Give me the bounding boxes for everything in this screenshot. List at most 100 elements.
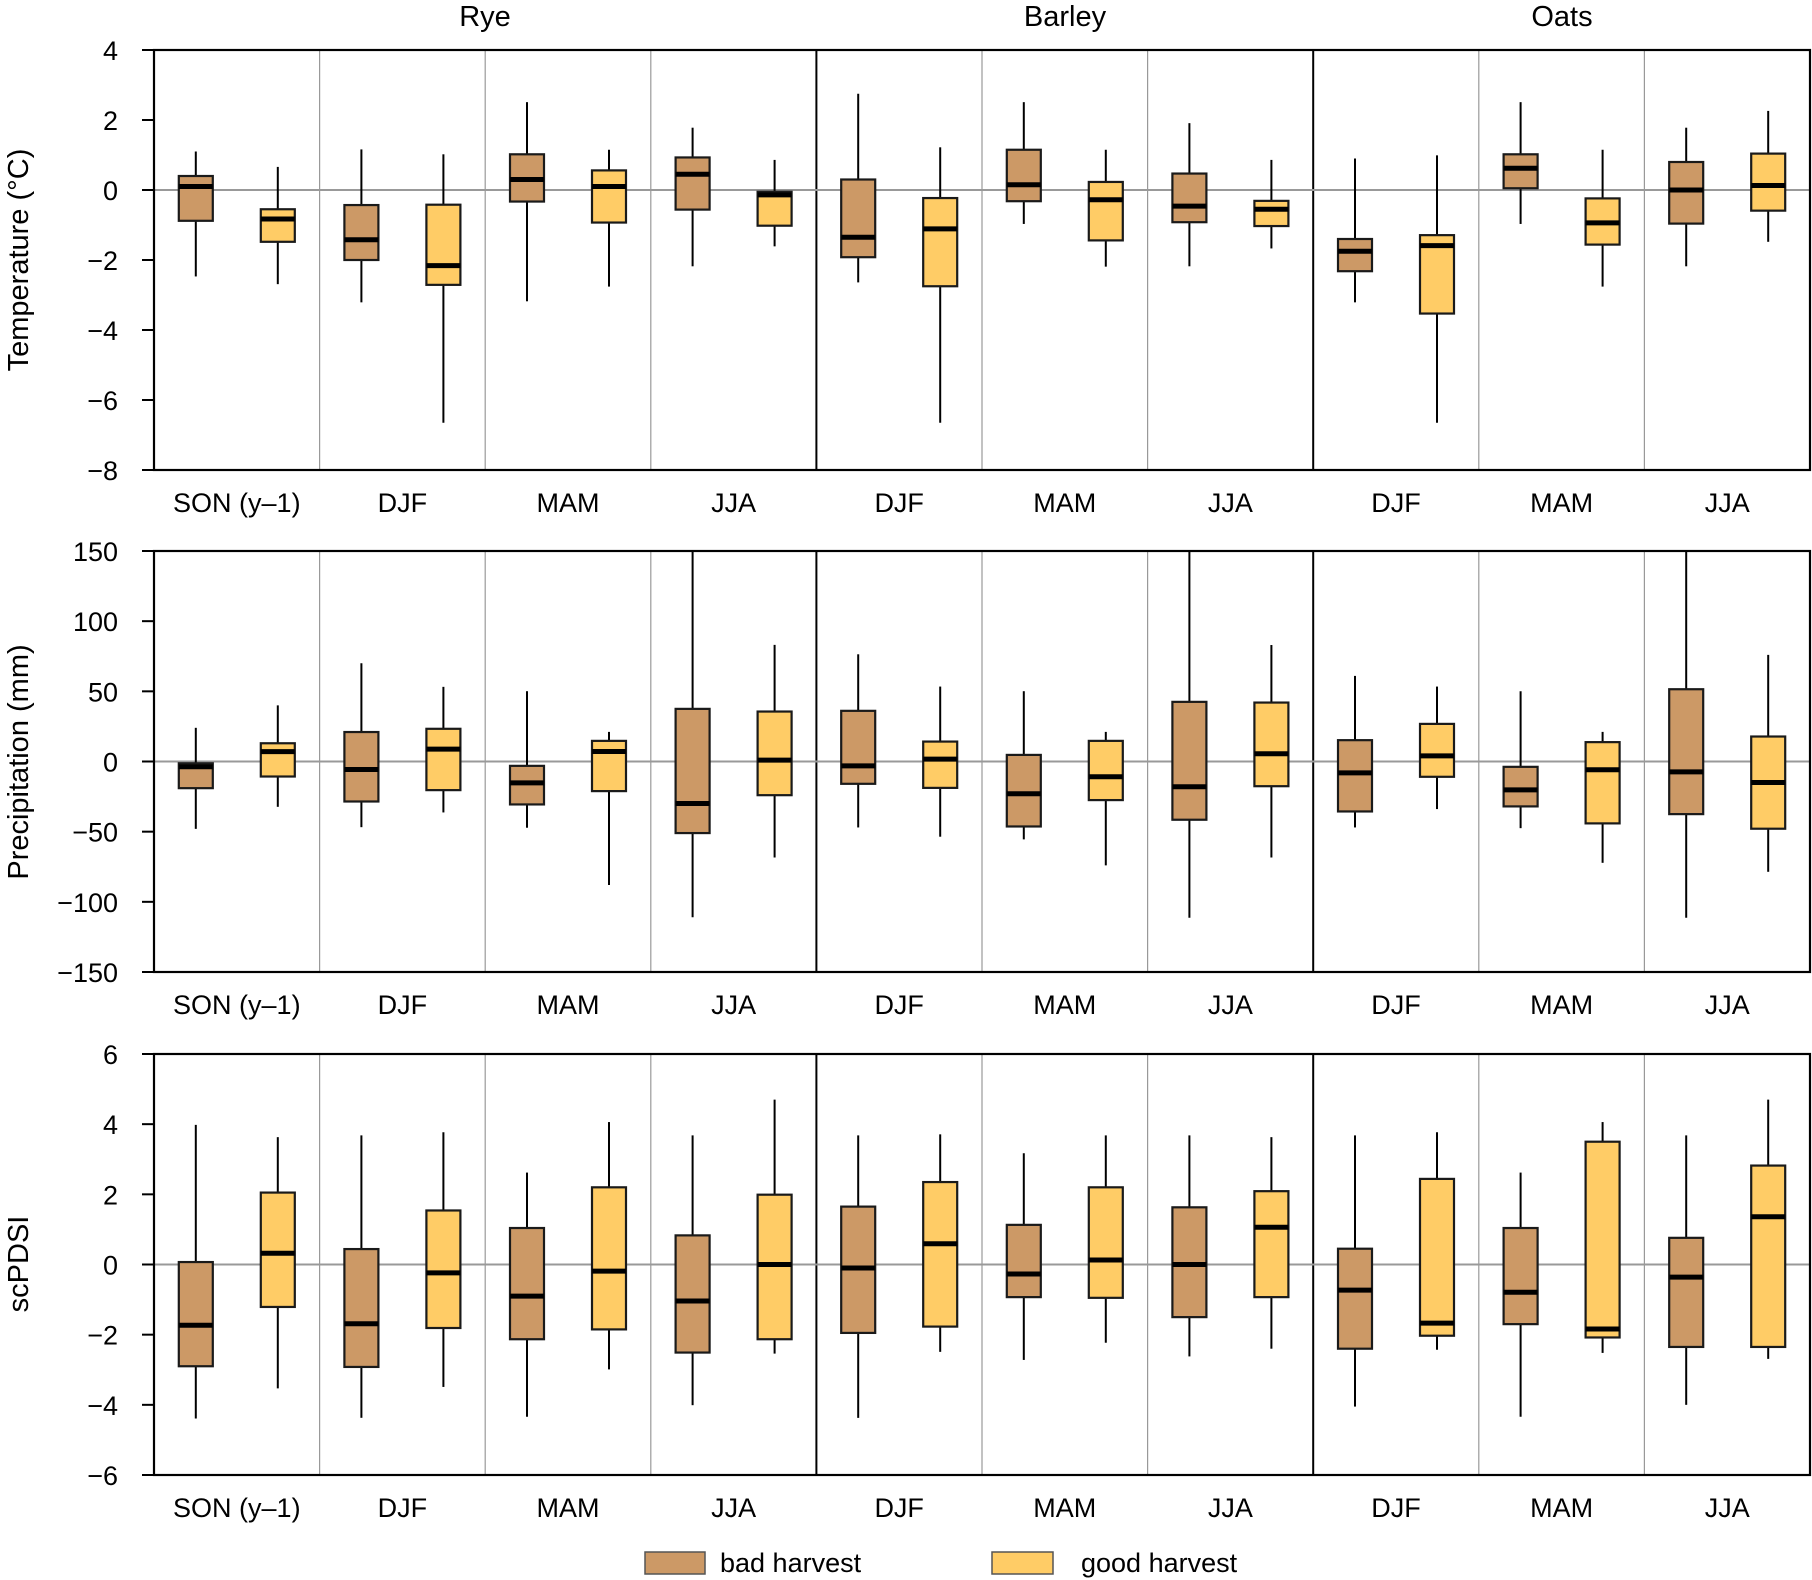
legend-label-good-harvest: good harvest <box>1081 1548 1238 1578</box>
x-category-label: DJF <box>378 488 428 518</box>
iqr-box <box>1418 1177 1456 1337</box>
good-harvest-box <box>922 686 959 837</box>
iqr-box <box>590 1186 628 1331</box>
y-tick-label: −4 <box>87 316 118 346</box>
good-harvest-box <box>1087 731 1124 866</box>
bad-harvest-box <box>177 727 214 829</box>
good-harvest-box <box>259 705 296 807</box>
iqr-box <box>674 156 711 211</box>
good-harvest-box <box>259 166 296 285</box>
iqr-box <box>1418 722 1456 778</box>
iqr-box <box>177 1260 214 1368</box>
x-category-label: JJA <box>1705 990 1750 1020</box>
bad-harvest-box <box>1668 127 1705 267</box>
good-harvest-box <box>1418 155 1456 423</box>
x-category-label: DJF <box>378 1493 428 1523</box>
iqr-box <box>1005 753 1042 828</box>
good-harvest-box <box>590 731 628 885</box>
x-category-label: DJF <box>1371 488 1421 518</box>
x-category-label: MAM <box>1530 990 1593 1020</box>
y-tick-label: 4 <box>103 36 118 66</box>
y-tick-label: 150 <box>73 537 118 567</box>
bad-harvest-box <box>1502 1172 1539 1417</box>
good-harvest-box <box>1418 686 1456 810</box>
iqr-box <box>840 178 877 259</box>
y-tick-label: −6 <box>87 1461 118 1491</box>
precipitation-axis-title: Precipitation (mm) <box>3 644 35 879</box>
iqr-box <box>1087 180 1124 242</box>
good-harvest-box <box>1584 731 1621 863</box>
iqr-box <box>674 707 711 835</box>
iqr-box <box>1750 1164 1787 1349</box>
y-tick-label: −6 <box>87 386 118 416</box>
y-tick-label: −4 <box>87 1391 118 1421</box>
y-tick-label: 0 <box>103 1251 118 1281</box>
x-category-label: JJA <box>1705 1493 1750 1523</box>
legend-swatch-good-harvest <box>991 1551 1054 1575</box>
good-harvest-box <box>259 1137 296 1389</box>
bad-harvest-box <box>343 663 380 828</box>
x-category-label: MAM <box>1033 1493 1096 1523</box>
y-tick-label: 2 <box>103 106 118 136</box>
x-category-label: JJA <box>1208 990 1253 1020</box>
good-harvest-box <box>922 147 959 423</box>
x-category-label: DJF <box>874 990 924 1020</box>
iqr-box <box>756 190 793 227</box>
iqr-box <box>1005 148 1042 203</box>
crop-title-barley: Barley <box>1024 1 1107 33</box>
scpdsi-panel: scPDSI 6 4 2 0 −2 −4 −6 SON (y–1) DJF MAM JJA DJF MA… <box>3 1040 1812 1523</box>
x-category-label: MAM <box>1033 990 1096 1020</box>
iqr-box <box>1502 1226 1539 1326</box>
bad-harvest-box <box>1336 675 1374 828</box>
bad-harvest-box <box>1668 551 1705 918</box>
x-category-label: MAM <box>1530 1493 1593 1523</box>
x-category-label: DJF <box>874 488 924 518</box>
x-category-label: MAM <box>537 1493 600 1523</box>
x-category-label: JJA <box>1705 488 1750 518</box>
bad-harvest-box <box>1171 1135 1208 1357</box>
y-tick-label: 0 <box>103 748 118 778</box>
good-harvest-box <box>1087 149 1124 267</box>
x-category-label: JJA <box>711 990 756 1020</box>
good-harvest-box <box>425 1132 462 1387</box>
bad-harvest-box <box>1336 158 1374 303</box>
temperature-axis-title: Temperature (°C) <box>3 149 35 372</box>
bad-harvest-box <box>674 1135 711 1406</box>
good-harvest-box <box>1253 1137 1290 1349</box>
iqr-box <box>590 169 628 224</box>
iqr-box <box>1668 688 1705 816</box>
iqr-box <box>840 709 877 785</box>
bad-harvest-box <box>508 102 546 302</box>
y-tick-label: 50 <box>88 677 118 707</box>
crop-titles: Rye Barley Oats <box>459 1 1592 33</box>
bad-harvest-box <box>508 691 546 828</box>
good-harvest-box <box>756 644 793 858</box>
y-tick-label: −100 <box>57 888 118 918</box>
good-harvest-box <box>1750 110 1787 242</box>
x-category-label: MAM <box>1033 488 1096 518</box>
good-harvest-box <box>1750 654 1787 872</box>
iqr-box <box>259 208 296 243</box>
y-tick-label: −2 <box>87 1321 118 1351</box>
iqr-box <box>1087 1186 1124 1299</box>
x-category-label: DJF <box>874 1493 924 1523</box>
x-category-label: MAM <box>537 990 600 1020</box>
iqr-box <box>1171 172 1208 224</box>
bad-harvest-box <box>674 127 711 267</box>
y-tick-label: −8 <box>87 456 118 486</box>
iqr-box <box>590 739 628 793</box>
iqr-box <box>756 710 793 797</box>
bad-harvest-box <box>1668 1135 1705 1405</box>
temperature-panel: Temperature (°C) 4 2 0 −2 −4 −6 −8 SON (y–1) DJF… <box>3 36 1812 518</box>
good-harvest-box <box>1253 645 1290 858</box>
bad-harvest-box <box>840 1135 877 1418</box>
bad-harvest-box <box>1171 551 1208 918</box>
bad-harvest-box <box>1336 1135 1374 1407</box>
bad-harvest-box <box>674 551 711 918</box>
iqr-box <box>259 742 296 778</box>
iqr-box <box>1750 152 1787 212</box>
iqr-box <box>1336 237 1374 273</box>
legend-label-bad-harvest: bad harvest <box>720 1548 862 1578</box>
y-tick-label: −2 <box>87 246 118 276</box>
crop-title-oats: Oats <box>1531 1 1592 33</box>
